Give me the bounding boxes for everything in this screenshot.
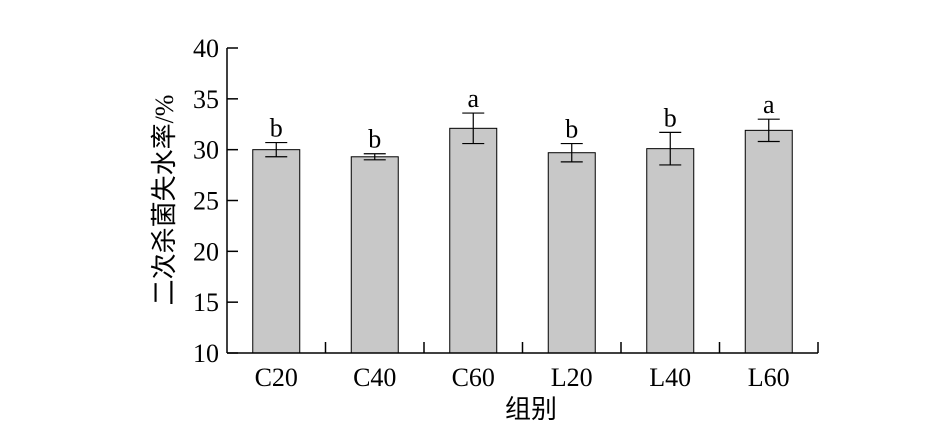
x-axis-title: 组别 — [505, 395, 557, 424]
significance-label-c60: a — [467, 84, 479, 113]
bar-l40 — [646, 148, 695, 354]
y-axis-title: 二次杀菌失水率/% — [150, 95, 179, 306]
bars-layer — [252, 127, 793, 354]
y-tick-label-20: 20 — [193, 237, 219, 266]
y-tick-label-25: 25 — [193, 187, 219, 216]
significance-label-l20: b — [565, 115, 578, 144]
error-bars-layer — [265, 112, 780, 166]
significance-label-l40: b — [664, 103, 677, 132]
y-tick-label-15: 15 — [193, 288, 219, 317]
y-tick-label-30: 30 — [193, 136, 219, 165]
labels-layer: b C20 b C40 a C60 b L20 b L40 a L60 10 15 20 25 30 35 40 — [193, 34, 790, 392]
x-tick-label-l60: L60 — [748, 363, 790, 392]
significance-label-c40: b — [368, 125, 381, 154]
y-tick-label-10: 10 — [193, 339, 219, 368]
significance-label-l60: a — [763, 90, 775, 119]
y-tick-label-40: 40 — [193, 34, 219, 63]
x-tick-label-c40: C40 — [353, 363, 396, 392]
x-tick-label-c60: C60 — [452, 363, 495, 392]
x-tick-label-l20: L20 — [551, 363, 593, 392]
bar-c20 — [252, 149, 301, 354]
bar-c40 — [350, 156, 399, 354]
x-tick-label-l40: L40 — [649, 363, 691, 392]
bar-l20 — [547, 152, 596, 354]
axes-layer — [226, 47, 819, 354]
x-tick-label-c20: C20 — [255, 363, 298, 392]
y-tick-label-35: 35 — [193, 85, 219, 114]
significance-label-c20: b — [270, 114, 283, 143]
bar-c60 — [449, 127, 498, 354]
bar-l60 — [744, 129, 793, 354]
